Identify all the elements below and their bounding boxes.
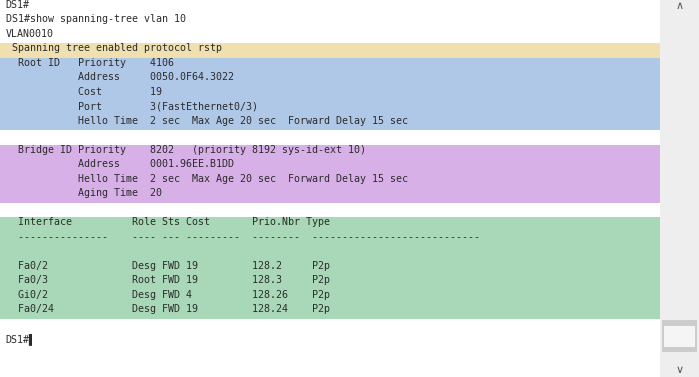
Bar <box>0 58 660 130</box>
Text: ∨: ∨ <box>675 365 684 375</box>
Text: ∧: ∧ <box>675 1 684 11</box>
Text: Spanning tree enabled protocol rstp: Spanning tree enabled protocol rstp <box>6 43 222 54</box>
Bar <box>664 326 695 347</box>
Text: Interface          Role Sts Cost       Prio.Nbr Type: Interface Role Sts Cost Prio.Nbr Type <box>6 218 330 227</box>
Text: Address     0001.96EE.B1DD: Address 0001.96EE.B1DD <box>6 159 233 170</box>
Text: Cost        19: Cost 19 <box>6 87 161 97</box>
Bar <box>0 145 660 203</box>
Bar <box>660 0 699 377</box>
Text: ---------------    ---- --- ---------  --------  ----------------------------: --------------- ---- --- --------- -----… <box>6 232 480 242</box>
Text: Hello Time  2 sec  Max Age 20 sec  Forward Delay 15 sec: Hello Time 2 sec Max Age 20 sec Forward … <box>6 116 408 126</box>
Text: Fa0/2              Desg FWD 19         128.2     P2p: Fa0/2 Desg FWD 19 128.2 P2p <box>6 261 330 271</box>
Text: Aging Time  20: Aging Time 20 <box>6 188 161 199</box>
Text: Root ID   Priority    4106: Root ID Priority 4106 <box>6 58 173 68</box>
Text: DS1#show spanning-tree vlan 10: DS1#show spanning-tree vlan 10 <box>6 14 186 25</box>
Bar <box>662 320 697 352</box>
Bar <box>0 43 660 58</box>
Text: Hello Time  2 sec  Max Age 20 sec  Forward Delay 15 sec: Hello Time 2 sec Max Age 20 sec Forward … <box>6 174 408 184</box>
Text: DS1#▌: DS1#▌ <box>6 334 36 345</box>
Text: Port        3(FastEthernet0/3): Port 3(FastEthernet0/3) <box>6 101 258 112</box>
Text: Address     0050.0F64.3022: Address 0050.0F64.3022 <box>6 72 233 83</box>
Bar <box>0 218 660 319</box>
Text: DS1#: DS1# <box>6 0 29 10</box>
Text: Gi0/2              Desg FWD 4          128.26    P2p: Gi0/2 Desg FWD 4 128.26 P2p <box>6 290 330 300</box>
Text: Bridge ID Priority    8202   (priority 8192 sys-id-ext 10): Bridge ID Priority 8202 (priority 8192 s… <box>6 145 366 155</box>
Text: VLAN0010: VLAN0010 <box>6 29 54 39</box>
Text: Fa0/3              Root FWD 19         128.3     P2p: Fa0/3 Root FWD 19 128.3 P2p <box>6 276 330 285</box>
Text: Fa0/24             Desg FWD 19         128.24    P2p: Fa0/24 Desg FWD 19 128.24 P2p <box>6 305 330 314</box>
